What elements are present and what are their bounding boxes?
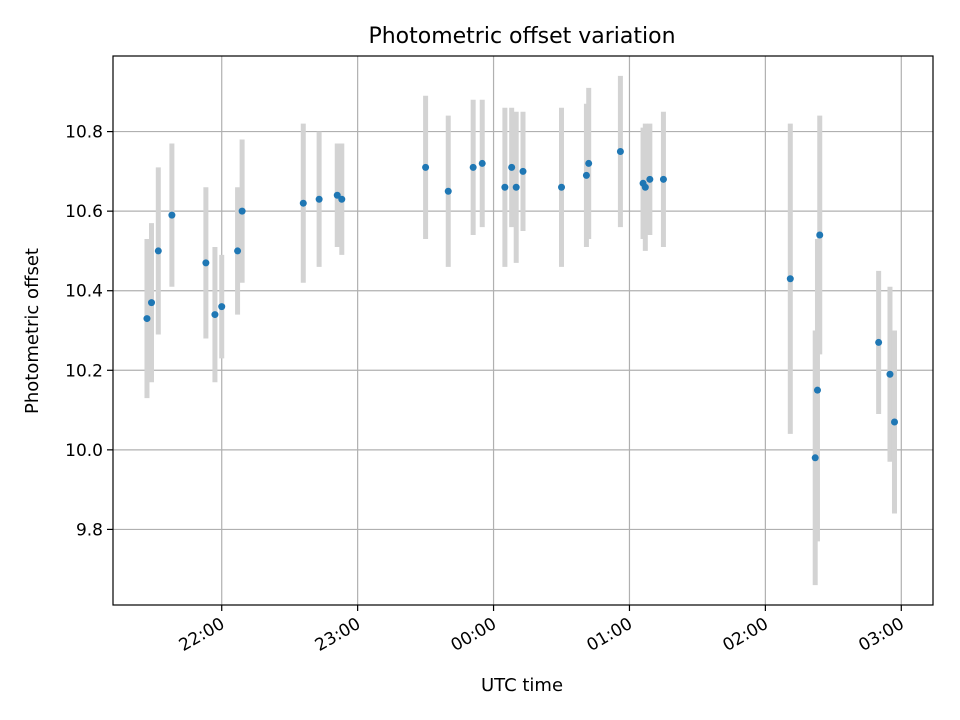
data-point — [659, 175, 667, 183]
x-tick-label: 23:00 — [312, 614, 364, 656]
x-tick-label: 22:00 — [176, 614, 228, 656]
y-axis-label: Photometric offset — [22, 248, 43, 414]
data-point — [315, 195, 323, 203]
grid — [113, 56, 933, 605]
data-point — [508, 163, 516, 171]
data-point — [582, 171, 590, 179]
y-tick-label: 9.8 — [76, 520, 103, 540]
data-point — [168, 211, 176, 219]
data-point — [338, 195, 346, 203]
data-point — [422, 163, 430, 171]
data-point — [558, 183, 566, 191]
data-point — [478, 159, 486, 167]
y-axis-ticks: 9.8 10.0 10.2 10.4 10.6 10.8 — [65, 123, 113, 540]
y-tick-label: 10.4 — [65, 282, 103, 302]
error-bars — [144, 75, 897, 586]
data-point — [202, 259, 210, 267]
data-point — [218, 303, 226, 311]
data-point — [444, 187, 452, 195]
plot-frame — [112, 55, 934, 606]
x-tick-label: 02:00 — [719, 614, 771, 656]
data-point — [641, 183, 649, 191]
data-point — [811, 454, 819, 462]
data-point — [786, 275, 794, 283]
y-tick-label: 10.8 — [65, 123, 103, 143]
data-point — [519, 167, 527, 175]
data-point — [813, 386, 821, 394]
y-tick-label: 10.2 — [65, 361, 103, 381]
data-point — [512, 183, 520, 191]
data-point — [469, 163, 477, 171]
chart-title: Photometric offset variation — [368, 24, 675, 49]
data-point — [501, 183, 509, 191]
y-tick-label: 10.6 — [65, 202, 103, 222]
data-point — [148, 299, 156, 307]
x-tick-label: 01:00 — [584, 614, 636, 656]
y-tick-label: 10.0 — [65, 441, 103, 461]
data-point — [585, 159, 593, 167]
data-point — [816, 231, 824, 239]
x-axis-ticks: 22:00 23:00 00:00 01:00 02:00 03:00 — [176, 605, 908, 656]
x-tick-label: 03:00 — [855, 614, 907, 656]
data-point — [234, 247, 242, 255]
data-point — [886, 370, 894, 378]
data-point — [333, 191, 341, 199]
data-points — [143, 147, 898, 462]
data-point — [890, 418, 898, 426]
data-point — [299, 199, 307, 207]
data-point — [143, 315, 151, 323]
data-point — [646, 175, 654, 183]
data-point — [211, 311, 219, 319]
x-tick-label: 00:00 — [448, 614, 500, 656]
x-axis-label: UTC time — [481, 675, 563, 696]
data-point — [616, 147, 624, 155]
data-point — [875, 338, 883, 346]
data-point — [154, 247, 162, 255]
data-point — [238, 207, 246, 215]
